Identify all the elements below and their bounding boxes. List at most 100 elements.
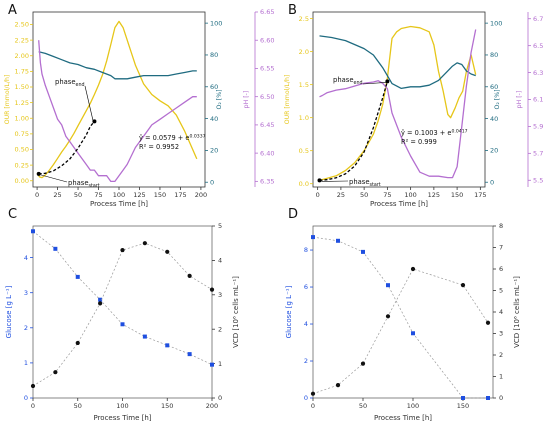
vcd-point: [485, 320, 491, 325]
y-left-tick-label: 0.50: [15, 146, 29, 154]
vcd-point: [75, 340, 80, 346]
y-mid-tick-label: 60: [210, 83, 218, 91]
x-tick-label: 75: [94, 191, 102, 199]
y-left-axis-label: OUR [mmol/L/h]: [4, 75, 11, 125]
glucose-line: [312, 236, 488, 399]
x-tick-label: 50: [74, 191, 82, 199]
plot-frame: [312, 225, 494, 399]
y-left-tick-label: 2.0: [299, 48, 309, 56]
y-right-tick-label: 3: [499, 330, 503, 338]
x-tick-label: 50: [359, 402, 367, 410]
fit-start-point: [36, 171, 41, 176]
y-mid-tick-label: 60: [490, 83, 498, 91]
x-tick-label: 0: [316, 191, 320, 199]
y-left-tick-label: 1.50: [15, 83, 29, 91]
x-tick-label: 0: [35, 191, 39, 199]
x-tick-label: 200: [206, 402, 218, 410]
y-mid-tick-label: 100: [490, 19, 502, 27]
fit-equation: ŷ = 0.1003 + e0.0417: [401, 129, 468, 138]
y-left-axis-label: OUR [mmol/L/h]: [284, 75, 291, 125]
y-mid-tick-label: 20: [210, 147, 218, 155]
y-right-tick-label: 6.45: [260, 121, 274, 129]
y-right-tick-label: 6.60: [260, 36, 274, 44]
glucose-point: [142, 334, 147, 339]
glucose-point: [75, 274, 80, 279]
y-mid-tick-label: 80: [210, 51, 218, 59]
x-tick-label: 100: [404, 191, 416, 199]
y-left-tick-label: 0.5: [299, 147, 309, 155]
series-line-ph: [319, 29, 477, 179]
y-left-tick-label: 1: [24, 359, 28, 367]
y-right-tick-label: 5.9: [533, 123, 543, 131]
y-left-axis-label: Glucose [g L⁻¹]: [285, 285, 293, 338]
series-line-o2: [38, 51, 197, 80]
x-tick-label: 75: [383, 191, 391, 199]
y-right-tick-label: 8: [499, 222, 503, 230]
y-right-tick-label: 0: [218, 394, 222, 402]
glucose-point: [486, 396, 490, 400]
fit-r2: R² = 0.999: [401, 138, 437, 146]
y-left-tick-label: 6: [304, 283, 308, 291]
x-tick-label: 125: [133, 191, 145, 199]
y-left-axis-label: Glucose [g L⁻¹]: [5, 285, 13, 338]
panel-label-D: D: [288, 207, 298, 222]
y-right-tick-label: 6.35: [260, 178, 274, 186]
x-tick-label: 0: [311, 402, 315, 410]
vcd-point: [98, 301, 103, 306]
x-tick-label: 50: [360, 191, 368, 199]
x-tick-label: 175: [174, 191, 186, 199]
phase-end-label: phaseend: [333, 76, 363, 86]
y-right-tick-label: 5: [218, 222, 222, 230]
x-axis-label: Process Time [h]: [90, 200, 148, 208]
y-right-tick-label: 6.65: [260, 8, 274, 16]
series-line-our: [36, 20, 198, 179]
glucose-point: [120, 322, 125, 327]
glucose-point: [98, 297, 103, 302]
fit-curve: [38, 120, 95, 175]
y-right-tick-label: 4: [218, 257, 222, 265]
fit-end-point: [385, 79, 390, 84]
glucose-point: [210, 362, 214, 367]
y-left-tick-label: 2.5: [299, 15, 309, 23]
vcd-point: [120, 247, 125, 253]
y-left-tick-label: 3: [24, 289, 28, 297]
y-left-tick-label: 4: [304, 320, 308, 328]
vcd-point: [142, 241, 147, 246]
x-tick-label: 50: [74, 402, 82, 410]
vcd-point: [165, 249, 170, 254]
x-tick-label: 125: [428, 191, 440, 199]
y-right-tick-label: 4: [499, 308, 503, 316]
vcd-point: [360, 361, 366, 366]
y-right-axis-label: pH [-]: [516, 91, 523, 109]
fit-start-point: [317, 178, 322, 183]
y-right-tick-label: 5.7: [533, 150, 543, 158]
y-left-tick-label: 1.0: [299, 114, 309, 122]
phase-start-label: phasestart: [349, 178, 381, 188]
series-line-our: [319, 25, 477, 182]
phase-end-arrow: [362, 82, 387, 85]
x-axis-label: Process Time [h]: [370, 200, 428, 208]
y-right-tick-label: 2: [218, 325, 222, 333]
y-right-tick-label: 0: [499, 394, 503, 402]
x-tick-label: 150: [161, 402, 173, 410]
y-left-tick-label: 4: [24, 254, 28, 262]
y-left-tick-label: 2.25: [15, 36, 29, 44]
plot-frame: [312, 11, 486, 188]
y-right-tick-label: 5.5: [533, 176, 543, 184]
y-mid-axis-label: O₂ [%]: [216, 89, 223, 109]
glucose-point: [336, 238, 340, 243]
y-left-tick-label: 2: [304, 357, 308, 365]
y-left-tick-label: 1.5: [299, 81, 309, 89]
y-right-tick-label: 1: [499, 373, 503, 381]
y-right-tick-label: 6.3: [533, 69, 543, 77]
y-left-tick-label: 2: [24, 324, 28, 332]
y-left-tick-label: 1.25: [15, 99, 29, 107]
y-left-tick-label: 1.75: [15, 68, 29, 76]
glucose-point: [461, 396, 465, 400]
y-mid-tick-label: 0: [490, 178, 494, 186]
glucose-point: [187, 352, 192, 357]
vcd-line: [32, 242, 213, 387]
y-left-tick-label: 0.0: [299, 180, 309, 188]
y-left-tick-label: 0.00: [15, 177, 29, 185]
y-right-tick-label: 6.55: [260, 65, 274, 73]
